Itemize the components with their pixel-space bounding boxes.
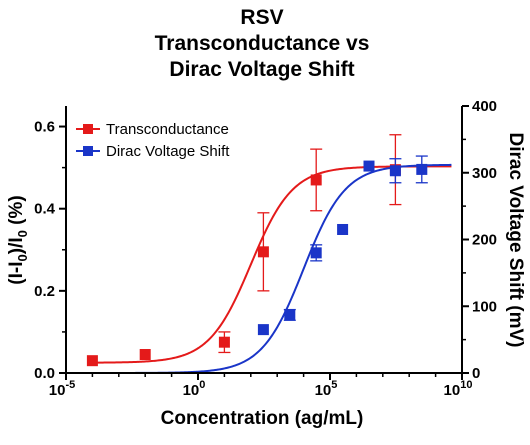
point-transconductance xyxy=(139,349,151,361)
point-transconductance xyxy=(86,355,98,367)
x-tick-label-base: 10 xyxy=(315,382,332,399)
point-transconductance xyxy=(310,174,322,186)
y-left-tick-label: 0.6 xyxy=(34,119,55,136)
x-tick-label-base: 10 xyxy=(444,382,461,399)
legend-marker-dirac xyxy=(83,146,93,156)
chart-title-line-1: RSV xyxy=(240,6,283,29)
x-tick-label-exp: 10 xyxy=(460,379,472,391)
legend-marker-transconductance xyxy=(83,124,93,134)
chart-title: RSV Transconductance vs Dirac Voltage Sh… xyxy=(155,6,370,81)
y-left-tick-label: 0.2 xyxy=(34,283,55,300)
y-left-label-base: (I-I xyxy=(6,261,27,284)
y-right-axis-label: Dirac Voltage Shift (mV) xyxy=(505,132,526,347)
legend: Transconductance Dirac Voltage Shift xyxy=(76,121,230,160)
y-right-tick-label: 400 xyxy=(472,98,497,115)
point-dirac xyxy=(416,163,428,175)
x-tick-label-base: 10 xyxy=(49,382,66,399)
x-tick-label: 100 xyxy=(183,379,206,399)
fit-curve-dirac xyxy=(92,163,452,374)
y-right-tick-label: 100 xyxy=(472,298,497,315)
fit-curves xyxy=(92,163,452,374)
fit-curve-transconductance xyxy=(92,165,452,364)
point-dirac xyxy=(337,223,349,235)
y-left-tick-label: 0.0 xyxy=(34,365,55,382)
point-dirac xyxy=(284,309,296,321)
y-left-label-sub2: 0 xyxy=(15,230,30,237)
chart-title-line-3: Dirac Voltage Shift xyxy=(169,58,354,81)
chart-title-line-2: Transconductance vs xyxy=(155,32,370,55)
x-tick-label-base: 10 xyxy=(183,382,200,399)
x-tick-label-exp: 0 xyxy=(199,379,205,391)
x-tick-label-exp: 5 xyxy=(331,379,337,391)
point-dirac xyxy=(257,324,269,336)
point-transconductance xyxy=(257,246,269,258)
y-left-label-sub1: 0 xyxy=(15,254,30,261)
legend-label-transconductance: Transconductance xyxy=(106,121,229,138)
point-dirac xyxy=(389,165,401,177)
x-tick-label: 10-5 xyxy=(49,379,75,399)
y-right-tick-label: 300 xyxy=(472,165,497,182)
y-left-tick-label: 0.4 xyxy=(34,201,56,218)
y-left-axis-label: (I-I0)/I0 (%) xyxy=(6,195,30,284)
y-left-label-mid: )/I xyxy=(6,237,27,254)
x-tick-label: 1010 xyxy=(444,379,473,399)
point-dirac xyxy=(310,247,322,259)
y-right-tick-label: 200 xyxy=(472,232,497,249)
x-tick-label: 105 xyxy=(315,379,338,399)
x-axis-label: Concentration (ag/mL) xyxy=(161,408,364,429)
legend-label-dirac: Dirac Voltage Shift xyxy=(106,143,230,160)
point-dirac xyxy=(363,160,375,172)
data-points xyxy=(86,134,428,367)
x-tick-label-exp: -5 xyxy=(65,379,75,391)
point-transconductance xyxy=(218,336,230,348)
y-left-label-end: (%) xyxy=(6,195,27,230)
y-right-tick-label: 0 xyxy=(472,365,480,382)
